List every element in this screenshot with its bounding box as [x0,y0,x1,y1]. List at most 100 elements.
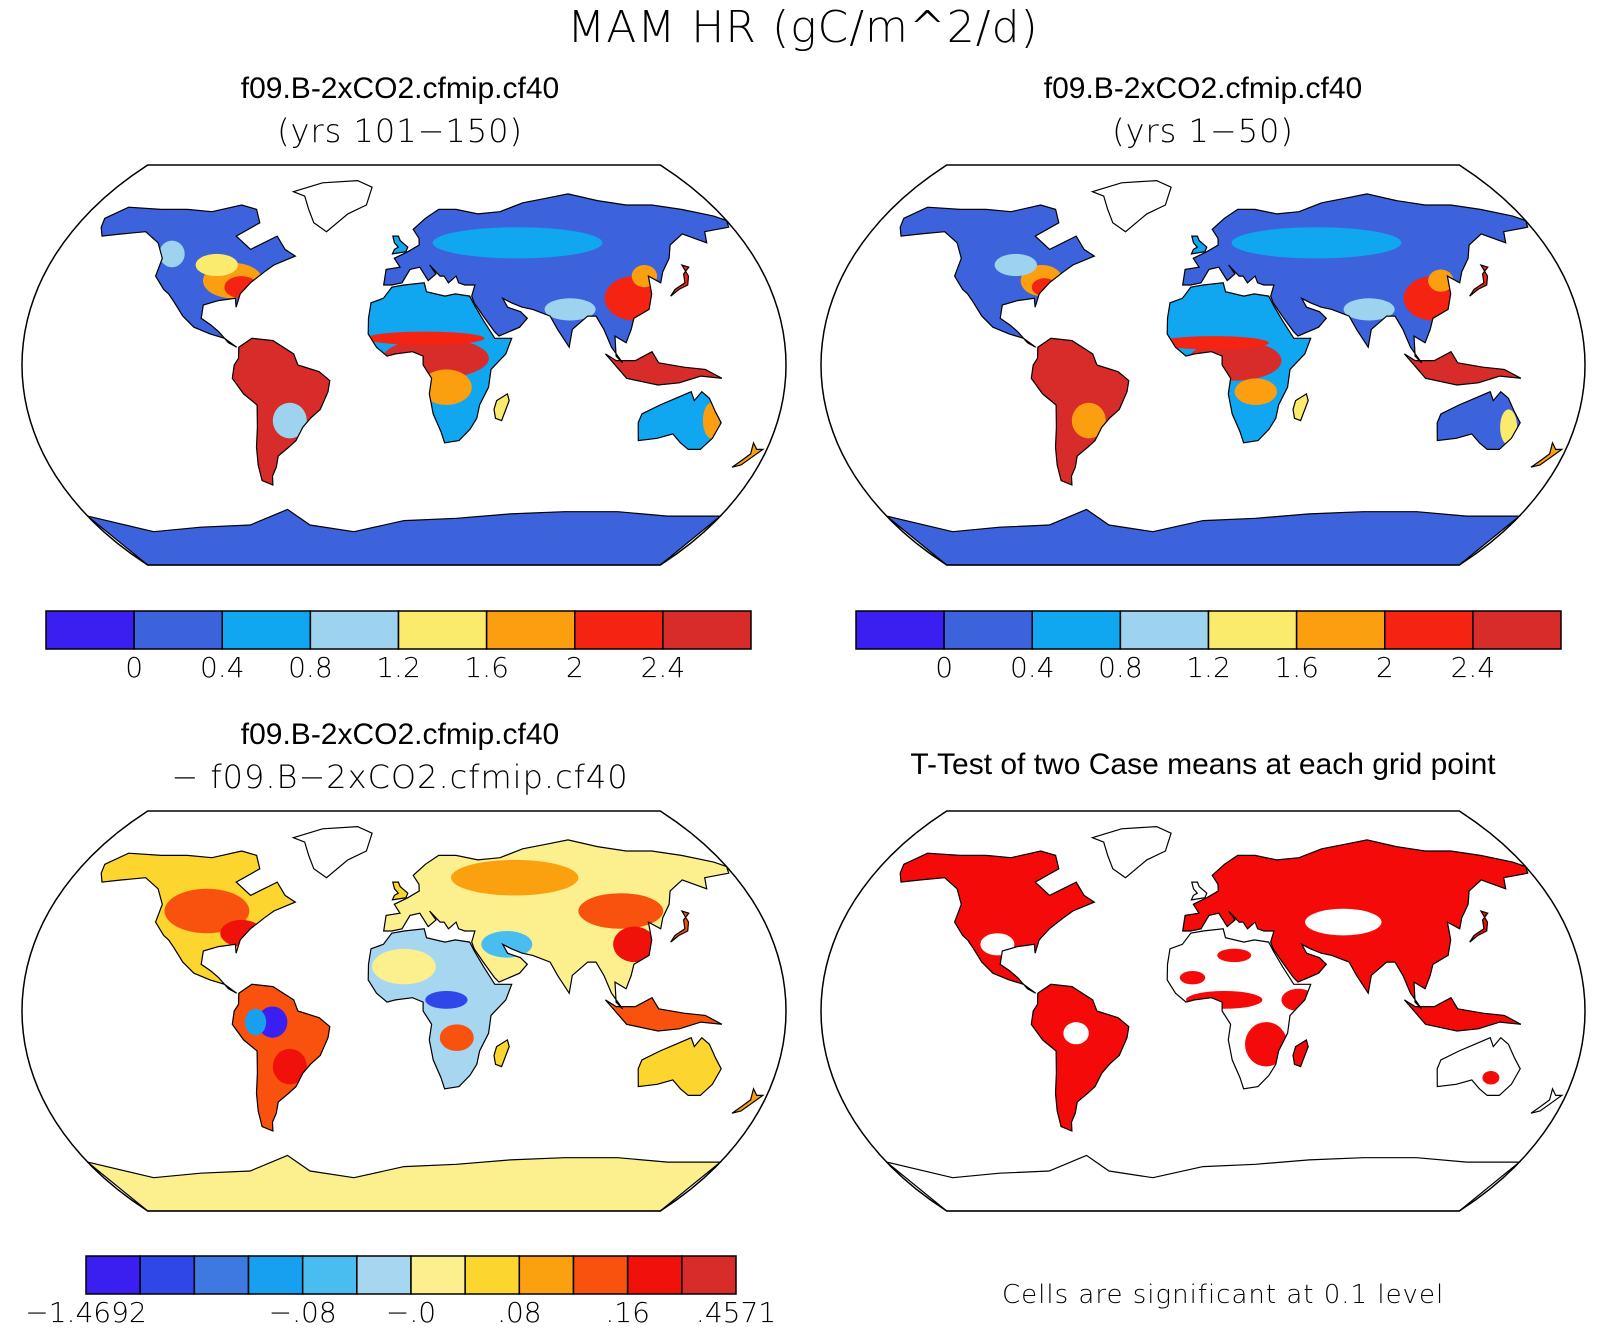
coastline-greenland [1090,179,1172,233]
coastline-indonesia [1403,350,1522,386]
coastline-southAmerica [231,983,331,1132]
field-patch [613,926,656,963]
field-patch [1231,227,1402,259]
field-patch [372,948,436,985]
colorbar-tick-label: 0.4 [199,651,245,684]
significance-note: Cells are significant at 0.1 level [1002,1280,1445,1310]
field-patch [365,331,485,345]
land-indonesia [605,351,722,385]
map-border [820,164,1586,566]
coastline-australia [1436,1036,1521,1096]
coastline-eurasia [383,193,730,364]
land-northAmerica [900,851,1095,994]
colorbar-box [943,610,1033,650]
coastline-greenland [291,825,373,879]
coastline-japan [1469,909,1489,943]
map-border [21,164,787,566]
field-overlay [164,859,706,1109]
colorbar-box [193,1255,250,1295]
coastline-southAmerica [1030,337,1130,486]
colorbar-box [410,1255,466,1295]
panel-title-top-left: f09.B-2xCO2.cfmip.cf40 [240,72,560,105]
coastline-africa [1166,282,1312,444]
coastline-northAmerica [899,204,1096,348]
coastline-australia [1436,390,1521,450]
field-patch [663,1048,706,1085]
map-bottom-right [820,810,1586,1212]
land-uk [1191,236,1207,254]
colorbar-tick-label: 1.6 [464,651,509,684]
field-patch [1217,948,1252,963]
coastline-japan [670,263,690,297]
land-madagascar [494,393,510,421]
colorbar-box [662,610,752,650]
colorbar-box [45,610,135,650]
colorbar-tick-label: .08 [497,1296,542,1329]
coastline-africa [367,928,513,1090]
colorbar-box [1384,610,1474,650]
coastline-antarctica [886,508,1522,566]
coastline-antarctica [886,1154,1522,1212]
coastline-eurasia [383,839,730,1010]
colorbar-box [85,1255,141,1295]
field-patch [159,240,185,268]
coastline-northAmerica [100,850,297,994]
colorbar-box [301,1255,358,1295]
colorbar-box [485,610,576,650]
field-patch [164,888,250,934]
land-madagascar [1293,1039,1309,1067]
coastline-uk [1190,235,1208,255]
colorbar-tick-label: 2 [1375,651,1394,684]
colorbar-box [356,1255,412,1295]
land-greenland [293,180,373,232]
colorbar-tick-label: −.08 [268,1296,337,1329]
field-patch [1234,378,1277,405]
coastline-newzealand [1530,441,1564,468]
coastline-australia [637,390,722,450]
field-patch [272,1048,307,1085]
colorbar-tick-label: −1.4692 [25,1296,147,1329]
land-northAmerica [101,205,296,348]
field-patch [544,298,596,321]
colorbar-tick-label: .16 [605,1296,650,1329]
colorbar-tick-label: 0.4 [1009,651,1055,684]
colorbar-box [1031,610,1122,650]
colorbar-box [626,1255,683,1295]
coastline-eurasia [1182,839,1529,1010]
colorbar-tick-label: 2 [565,651,584,684]
map-bottom-left [21,810,787,1212]
field-patch [1071,402,1106,439]
land-greenland [293,826,373,878]
field-patch [195,253,238,277]
colorbar-tick-label: 0 [125,651,144,684]
coastline-uk [391,235,409,255]
land-greenland [1092,826,1172,878]
field-patch [1482,1071,1500,1085]
land-newzealand [732,1088,763,1114]
field-patch [994,253,1037,277]
coastline-madagascar [493,392,510,422]
coastline-madagascar [493,1038,510,1068]
coastline-madagascar [1292,1038,1309,1068]
coastline-newzealand [1530,1087,1564,1114]
land-antarctica [87,1155,721,1211]
land-madagascar [1293,393,1309,421]
panel-subtitle-top-left: (yrs 101−150) [277,112,523,150]
field-patch [425,991,468,1009]
field-patch [253,1068,279,1109]
colorbar-tick-label: 0.8 [288,651,333,684]
land-newzealand [1531,442,1562,468]
coastline-southAmerica [1030,983,1130,1132]
coastline-japan [670,909,690,943]
land-uk [392,882,408,900]
panel-subtitle-top-right: (yrs 1−50) [1112,112,1294,150]
colorbar-tick-label: −.0 [385,1296,437,1329]
coastline-newzealand [731,1087,765,1114]
colorbar-box [572,1255,629,1295]
coastline-greenland [291,179,373,233]
colorbar-box [1207,610,1298,650]
land-japan [1469,265,1488,297]
colorbar-box [855,610,945,650]
field-patch [257,1006,288,1038]
land-greenland [1092,180,1172,232]
